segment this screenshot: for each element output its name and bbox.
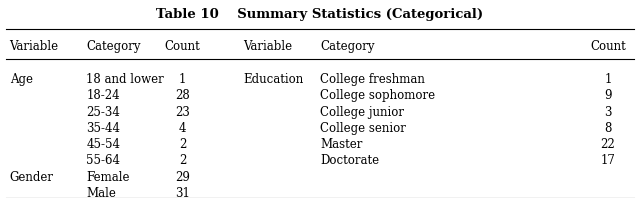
Text: Gender: Gender (10, 171, 54, 184)
Text: 1: 1 (179, 73, 186, 86)
Text: Education: Education (243, 73, 303, 86)
Text: College junior: College junior (320, 106, 404, 119)
Text: 25-34: 25-34 (86, 106, 120, 119)
Text: 4: 4 (179, 122, 186, 135)
Text: Male: Male (86, 187, 116, 198)
Text: 2: 2 (179, 154, 186, 168)
Text: 9: 9 (604, 89, 612, 103)
Text: Count: Count (164, 40, 200, 53)
Text: 18-24: 18-24 (86, 89, 120, 103)
Text: Female: Female (86, 171, 130, 184)
Text: Master: Master (320, 138, 362, 151)
Text: 35-44: 35-44 (86, 122, 120, 135)
Text: Category: Category (86, 40, 141, 53)
Text: 23: 23 (175, 106, 190, 119)
Text: Category: Category (320, 40, 374, 53)
Text: 3: 3 (604, 106, 612, 119)
Text: 17: 17 (600, 154, 616, 168)
Text: 18 and lower: 18 and lower (86, 73, 164, 86)
Text: 2: 2 (179, 138, 186, 151)
Text: 45-54: 45-54 (86, 138, 120, 151)
Text: 28: 28 (175, 89, 190, 103)
Text: Age: Age (10, 73, 33, 86)
Text: 1: 1 (604, 73, 612, 86)
Text: College senior: College senior (320, 122, 406, 135)
Text: Count: Count (590, 40, 626, 53)
Text: 31: 31 (175, 187, 190, 198)
Text: College sophomore: College sophomore (320, 89, 435, 103)
Text: 8: 8 (604, 122, 612, 135)
Text: Table 10    Summary Statistics (Categorical): Table 10 Summary Statistics (Categorical… (156, 8, 484, 21)
Text: Variable: Variable (243, 40, 292, 53)
Text: College freshman: College freshman (320, 73, 425, 86)
Text: 22: 22 (600, 138, 616, 151)
Text: Variable: Variable (10, 40, 59, 53)
Text: Doctorate: Doctorate (320, 154, 379, 168)
Text: 29: 29 (175, 171, 190, 184)
Text: 55-64: 55-64 (86, 154, 120, 168)
